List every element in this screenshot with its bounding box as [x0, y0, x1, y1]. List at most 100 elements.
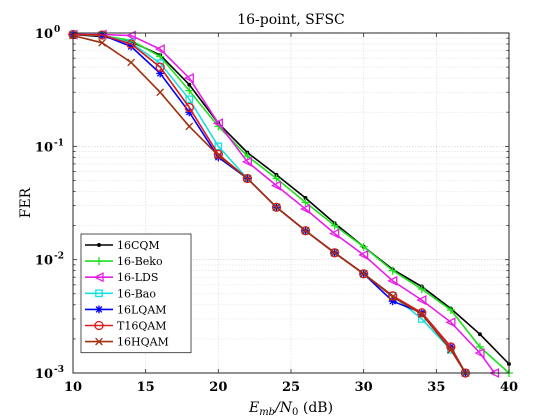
legend-entry: 16-Bao	[85, 287, 156, 300]
data-point	[330, 221, 339, 230]
data-point	[243, 174, 252, 183]
y-tick-label: 10	[35, 27, 53, 42]
x-axis-title-sub: mb	[259, 407, 275, 418]
data-point	[447, 346, 455, 354]
data-point	[300, 226, 311, 236]
data-point	[271, 180, 282, 191]
data-point	[417, 308, 427, 318]
data-point	[156, 88, 165, 97]
data-point	[474, 347, 485, 359]
y-tick-exponent: -2	[54, 252, 64, 262]
data-point	[359, 269, 369, 279]
data-point	[95, 337, 103, 346]
data-point	[475, 342, 484, 351]
data-point	[387, 275, 398, 286]
data-point	[127, 58, 135, 67]
series-line	[73, 33, 496, 374]
legend-entry: T16QAM	[85, 320, 167, 333]
data-point	[184, 102, 194, 113]
data-point	[183, 73, 194, 84]
tick-marks	[72, 32, 510, 374]
data-point	[388, 291, 398, 301]
data-point	[300, 203, 311, 215]
data-point	[272, 174, 281, 183]
data-point	[185, 108, 194, 117]
data-point	[125, 30, 136, 41]
data-point	[416, 295, 427, 306]
data-point	[301, 198, 310, 207]
legend-label: 16LQAM	[117, 303, 167, 316]
data-point	[93, 272, 104, 283]
legend-label: T16QAM	[117, 320, 167, 333]
x-tick-label: 35	[427, 380, 445, 395]
y-tick-exponent: -3	[54, 365, 64, 375]
legend-entry: 16LQAM	[85, 303, 167, 316]
x-tick-labels: 10 15 20 25 30 35 40	[64, 380, 518, 395]
data-point	[185, 86, 194, 95]
legend-label: 16HQAM	[117, 336, 169, 349]
data-point	[301, 226, 310, 235]
y-tick-label: 10	[35, 367, 53, 382]
data-point	[185, 95, 194, 104]
data-point	[187, 82, 192, 87]
data-point	[214, 153, 223, 162]
data-point	[358, 249, 369, 261]
data-point	[212, 118, 223, 129]
x-axis-title-sub0: 0	[292, 407, 298, 418]
x-tick-label: 25	[282, 380, 300, 395]
x-tick-label: 15	[137, 380, 155, 395]
data-point	[126, 39, 136, 49]
data-point	[243, 152, 252, 161]
x-tick-label: 40	[500, 380, 518, 395]
data-point	[446, 305, 455, 314]
legend-label: 16CQM	[117, 239, 160, 252]
data-point	[155, 62, 165, 72]
data-point	[329, 228, 340, 239]
data-point	[97, 243, 101, 247]
legend-label: 16-Beko	[117, 255, 163, 268]
series-16-lds	[67, 29, 500, 379]
legend-entry: 16HQAM	[85, 336, 169, 349]
data-point	[272, 203, 281, 212]
legend-entry: 16-LDS	[85, 271, 158, 284]
data-point	[95, 289, 103, 298]
legend-entries: 16CQM 16-Beko 16-LDS 16-Bao 16LQAM T16QAM 16HQ…	[85, 239, 169, 349]
legend-label: 16-Bao	[117, 287, 156, 300]
data-point	[95, 257, 103, 266]
data-point	[241, 156, 253, 167]
x-axis-title-unit: (dB)	[298, 400, 333, 416]
y-axis-title: FER	[18, 187, 34, 218]
y-tick-label: 10	[35, 254, 53, 269]
x-tick-label: 10	[64, 380, 82, 395]
data-point	[242, 173, 253, 184]
legend-entry: 16-Beko	[85, 255, 163, 268]
series-line	[72, 33, 510, 374]
y-tick-label: 10	[35, 140, 53, 155]
data-point	[95, 305, 103, 314]
data-point	[127, 42, 136, 51]
x-axis-title-mid: /N	[273, 400, 293, 416]
legend-entry: 16CQM	[85, 239, 160, 252]
data-point	[445, 317, 456, 328]
data-point	[97, 30, 107, 40]
data-point	[94, 320, 104, 331]
data-point	[214, 151, 223, 160]
x-axis-title: Emb/N0 (dB)	[248, 400, 333, 418]
data-point	[271, 202, 282, 212]
data-point	[417, 310, 426, 319]
data-point	[359, 269, 368, 278]
data-point	[330, 248, 339, 257]
legend: 16CQM 16-Beko 16-LDS 16-Bao 16LQAM T16QAM 16HQ…	[80, 233, 192, 354]
x-axis-title-e: E	[248, 400, 259, 416]
x-tick-label: 30	[355, 380, 373, 395]
legend-label: 16-LDS	[117, 271, 158, 284]
data-point	[417, 285, 426, 294]
data-point	[329, 248, 340, 258]
series-layer	[67, 29, 513, 379]
data-point	[154, 44, 165, 55]
data-point	[156, 69, 165, 78]
data-point	[477, 332, 482, 337]
data-point	[388, 266, 397, 275]
